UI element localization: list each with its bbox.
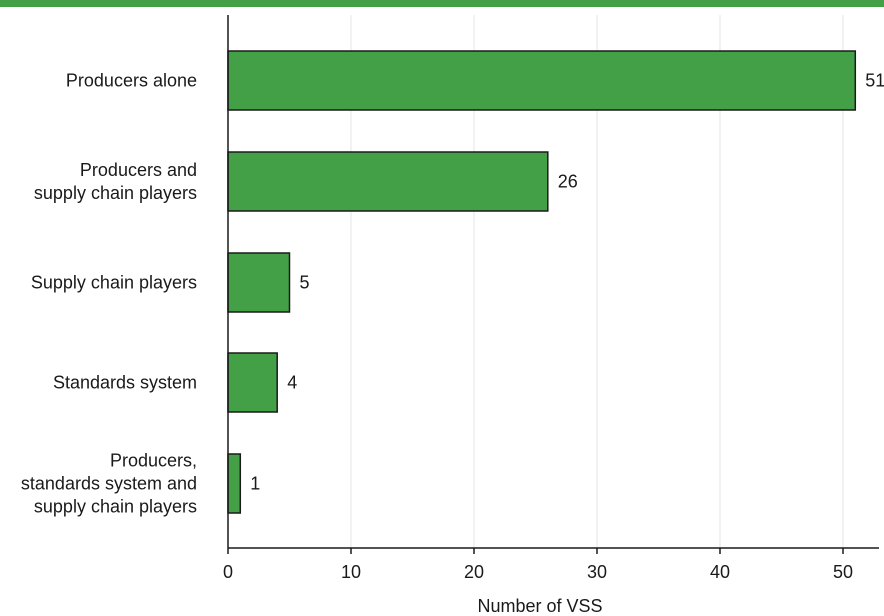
x-tick-label: 50 xyxy=(833,562,853,582)
value-label: 26 xyxy=(558,172,578,192)
x-tick-label: 0 xyxy=(223,562,233,582)
value-label: 4 xyxy=(287,373,297,393)
bar xyxy=(227,252,291,313)
category-label: Standards system xyxy=(53,373,197,393)
bar xyxy=(227,151,549,212)
category-label: Producers alone xyxy=(66,71,197,91)
x-tick-label: 10 xyxy=(341,562,361,582)
x-axis-ticks: 0 10 20 30 40 50 xyxy=(223,548,853,582)
top-accent-bar xyxy=(0,0,884,7)
bar xyxy=(227,50,857,111)
value-label: 1 xyxy=(250,474,260,494)
value-label: 5 xyxy=(300,273,310,293)
category-label: Producers and supply chain players xyxy=(34,160,197,203)
x-tick-label: 20 xyxy=(464,562,484,582)
category-label: Supply chain players xyxy=(31,273,197,293)
category-labels: Producers alone Producers and supply chain… xyxy=(21,71,197,517)
x-tick-label: 40 xyxy=(710,562,730,582)
value-labels: 51 26 5 4 1 xyxy=(250,71,884,494)
bar xyxy=(227,453,242,514)
bar xyxy=(227,352,278,413)
bars xyxy=(227,50,857,514)
value-label: 51 xyxy=(865,71,884,91)
x-axis-title: Number of VSS xyxy=(477,596,602,616)
category-label: Producers, standards system and supply cha… xyxy=(21,451,197,517)
x-tick-label: 30 xyxy=(587,562,607,582)
